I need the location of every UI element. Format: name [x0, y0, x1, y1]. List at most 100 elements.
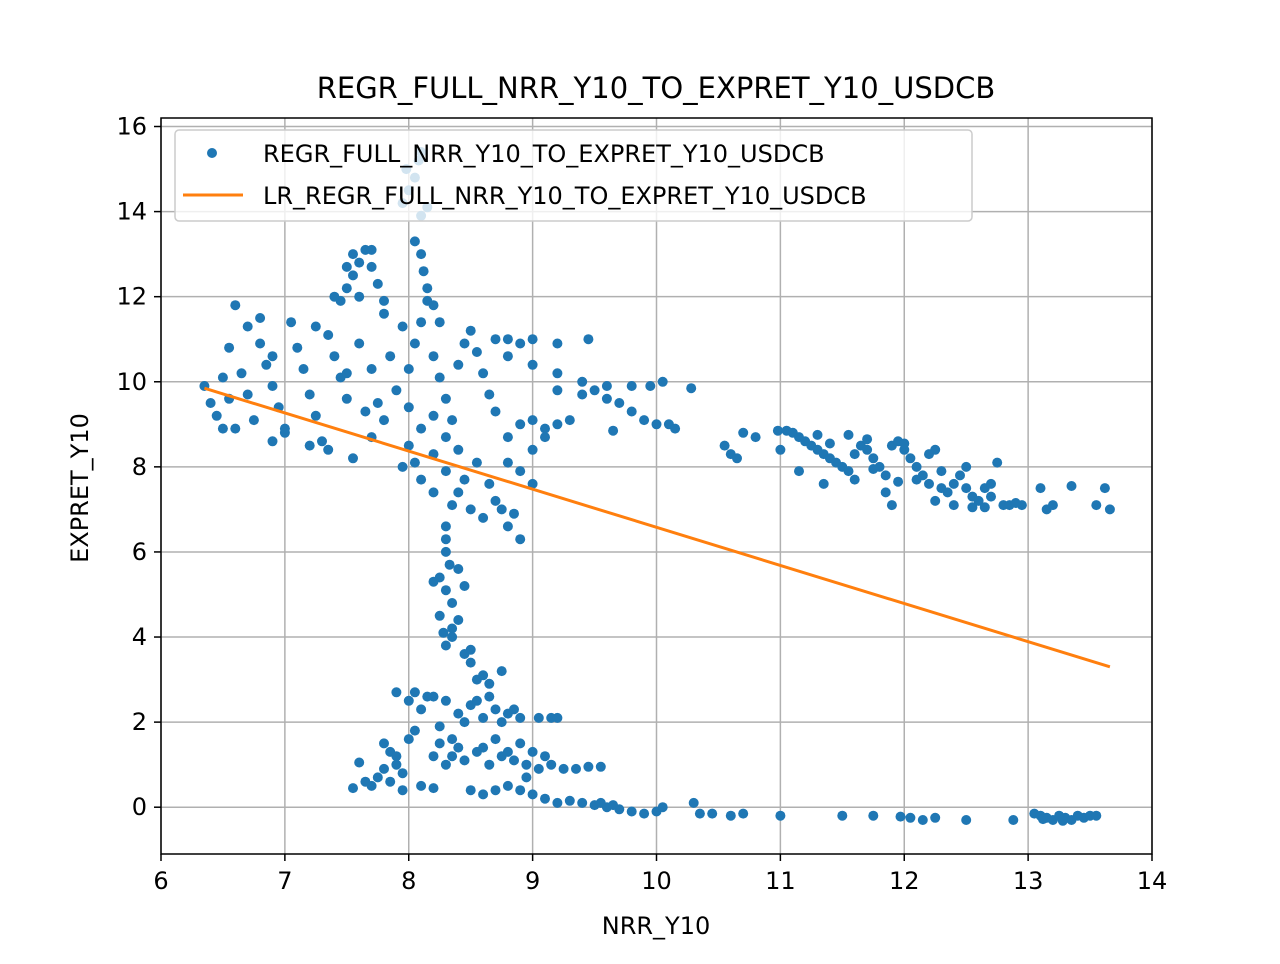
scatter-point — [502, 746, 513, 757]
y-tick-label: 6 — [132, 538, 147, 566]
scatter-point — [267, 351, 278, 362]
scatter-point — [453, 742, 464, 753]
scatter-point — [986, 478, 996, 489]
scatter-point — [837, 810, 848, 821]
scatter-point — [465, 504, 476, 515]
scatter-point — [397, 768, 408, 779]
scatter-point — [496, 717, 507, 728]
scatter-point — [348, 453, 358, 464]
scatter-point — [391, 751, 402, 762]
scatter-point — [521, 772, 532, 783]
scatter-point — [502, 780, 513, 791]
scatter-point — [843, 429, 854, 440]
scatter-point — [440, 534, 451, 545]
scatter-point — [329, 291, 340, 302]
scatter-point — [608, 425, 619, 436]
scatter-point — [261, 359, 272, 370]
scatter-point — [397, 321, 408, 332]
scatter-point — [484, 478, 495, 489]
scatter-point — [670, 423, 681, 434]
scatter-point — [459, 338, 470, 349]
scatter-point — [1008, 815, 1019, 825]
scatter-point — [527, 359, 538, 370]
scatter-point — [310, 410, 321, 421]
scatter-point — [967, 502, 978, 513]
scatter-point — [279, 423, 290, 434]
scatter-point — [521, 759, 532, 770]
scatter-point — [686, 383, 697, 394]
scatter-point — [657, 376, 668, 387]
scatter-point — [589, 385, 600, 396]
scatter-point — [639, 415, 650, 426]
x-tick-label: 14 — [1137, 867, 1168, 895]
y-tick-label: 14 — [116, 198, 147, 226]
scatter-point — [862, 444, 873, 455]
scatter-point — [440, 466, 451, 477]
scatter-point — [447, 598, 458, 608]
scatter-point — [515, 785, 526, 796]
scatter-point — [509, 704, 519, 715]
scatter-point — [484, 678, 495, 689]
scatter-point — [527, 789, 538, 800]
scatter-point — [416, 704, 427, 715]
scatter-point — [341, 261, 352, 272]
y-tick-label: 2 — [132, 708, 147, 736]
legend-label-line: LR_REGR_FULL_NRR_Y10_TO_EXPRET_Y10_USDCB — [263, 182, 867, 210]
scatter-point — [471, 347, 482, 357]
scatter-point — [440, 759, 451, 770]
scatter-point — [868, 464, 879, 474]
scatter-point — [496, 666, 507, 677]
scatter-point — [794, 466, 804, 477]
scatter-point — [440, 695, 451, 706]
scatter-point — [577, 797, 588, 808]
scatter-point — [540, 793, 550, 804]
scatter-point — [323, 444, 334, 455]
scatter-point — [886, 500, 897, 511]
scatter-point — [341, 393, 352, 404]
scatter-point — [428, 351, 439, 362]
legend-box — [174, 129, 973, 222]
scatter-point — [577, 376, 588, 387]
scatter-point — [595, 797, 606, 808]
scatter-point — [651, 419, 662, 430]
scatter-point — [255, 313, 266, 323]
y-tick-label: 0 — [132, 793, 147, 821]
scatter-point — [323, 330, 334, 340]
y-tick-label: 8 — [132, 453, 147, 481]
scatter-point — [379, 308, 389, 319]
scatter-point — [924, 478, 934, 489]
regression-line — [203, 386, 1111, 669]
scatter-point — [453, 487, 464, 498]
scatter-point — [453, 615, 464, 625]
scatter-point — [948, 478, 959, 489]
scatter-point — [267, 381, 278, 391]
scatter-point — [478, 712, 489, 723]
scatter-point — [849, 449, 860, 460]
scatter-point — [515, 419, 526, 430]
scatter-point — [217, 372, 228, 383]
scatter-point — [418, 266, 429, 277]
scatter-point — [428, 783, 439, 794]
scatter-point — [533, 763, 544, 774]
scatter-point — [434, 610, 445, 621]
scatter-point — [478, 742, 489, 753]
scatter-point — [843, 466, 854, 477]
scatter-point — [1010, 498, 1021, 508]
scatter-point — [354, 257, 365, 268]
scatter-point — [397, 785, 408, 796]
scatter-point — [447, 632, 458, 642]
scatter-point — [409, 687, 420, 698]
scatter-point — [416, 780, 427, 791]
scatter-point — [248, 415, 259, 426]
scatter-point — [564, 795, 575, 806]
scatter-point — [484, 759, 495, 770]
scatter-point — [267, 436, 278, 447]
scatter-point — [930, 812, 941, 823]
scatter-point — [552, 797, 563, 808]
scatter-point — [862, 434, 873, 445]
scatter-point — [930, 495, 941, 506]
scatter-point — [1038, 814, 1048, 825]
scatter-point — [509, 508, 519, 519]
scatter-point — [490, 406, 501, 417]
